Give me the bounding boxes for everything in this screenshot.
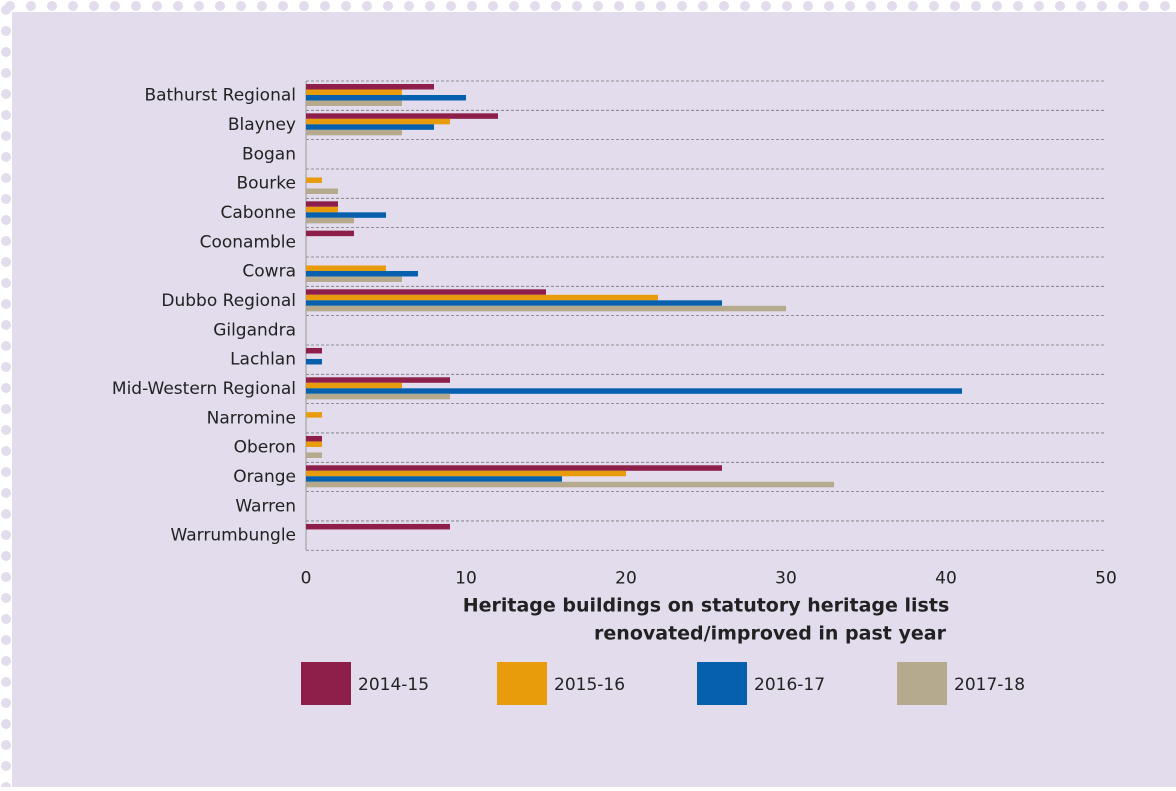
y-tick-label: Dubbo Regional (161, 291, 296, 311)
y-tick-label: Cabonne (221, 203, 297, 223)
bar (306, 212, 386, 218)
legend-label: 2017-18 (954, 675, 1025, 695)
bar (306, 300, 722, 306)
y-tick-label: Blayney (228, 115, 296, 135)
bar (306, 294, 658, 301)
y-tick-label: Coonamble (200, 232, 296, 252)
legend-swatch (497, 662, 547, 705)
x-tick-label: 50 (1095, 568, 1117, 588)
bar (306, 113, 498, 119)
bar (306, 358, 322, 365)
bar (306, 289, 546, 295)
bar (306, 265, 386, 271)
x-axis-title: renovated/improved in past year (594, 623, 947, 645)
bar (306, 201, 338, 207)
bar (306, 100, 402, 106)
y-tick-label: Oberon (234, 438, 296, 458)
y-tick-label: Narromine (207, 408, 296, 428)
y-tick-label: Cowra (242, 262, 296, 282)
legend-label: 2015-16 (554, 675, 625, 695)
bar (306, 347, 322, 354)
bar (306, 95, 466, 101)
bar (306, 377, 450, 383)
bar (306, 206, 338, 213)
x-tick-label: 0 (301, 568, 312, 588)
legend-label: 2016-17 (754, 675, 825, 695)
bar (306, 305, 786, 312)
bar (306, 270, 418, 277)
panel (12, 12, 1176, 787)
bar (306, 118, 450, 125)
bar (306, 188, 338, 194)
bar (306, 441, 322, 447)
y-tick-label: Bourke (236, 174, 296, 194)
bar (306, 276, 402, 282)
x-tick-label: 20 (615, 568, 637, 588)
x-tick-label: 30 (775, 568, 797, 588)
bar (306, 465, 722, 471)
x-tick-label: 10 (455, 568, 477, 588)
bar (306, 393, 450, 400)
bar (306, 412, 322, 418)
y-tick-label: Warrumbungle (171, 526, 296, 546)
y-tick-label: Gilgandra (213, 320, 296, 340)
bar (306, 523, 450, 530)
bar (306, 470, 626, 477)
bar (306, 230, 354, 237)
bar (306, 481, 834, 488)
bar (306, 177, 322, 183)
y-tick-label: Orange (233, 467, 296, 487)
bar (306, 388, 962, 394)
x-tick-label: 40 (935, 568, 957, 588)
bar (306, 124, 434, 130)
x-axis-title: Heritage buildings on statutory heritage… (463, 595, 950, 617)
y-tick-label: Bogan (242, 144, 296, 164)
bar (306, 129, 402, 136)
y-tick-label: Mid-Western Regional (112, 379, 296, 399)
bar (306, 89, 402, 95)
bar (306, 452, 322, 458)
dotted-border (0, 0, 1176, 14)
legend-swatch (697, 662, 747, 705)
y-tick-label: Lachlan (230, 350, 296, 370)
bar (306, 435, 322, 442)
legend-swatch (897, 662, 947, 705)
bar (306, 84, 434, 90)
legend-swatch (301, 662, 351, 705)
bar (306, 382, 402, 389)
y-tick-label: Bathurst Regional (144, 86, 296, 106)
legend-label: 2014-15 (358, 675, 429, 695)
y-tick-label: Warren (235, 496, 296, 516)
bar (306, 217, 354, 224)
bar (306, 476, 562, 482)
dotted-border (0, 0, 14, 787)
